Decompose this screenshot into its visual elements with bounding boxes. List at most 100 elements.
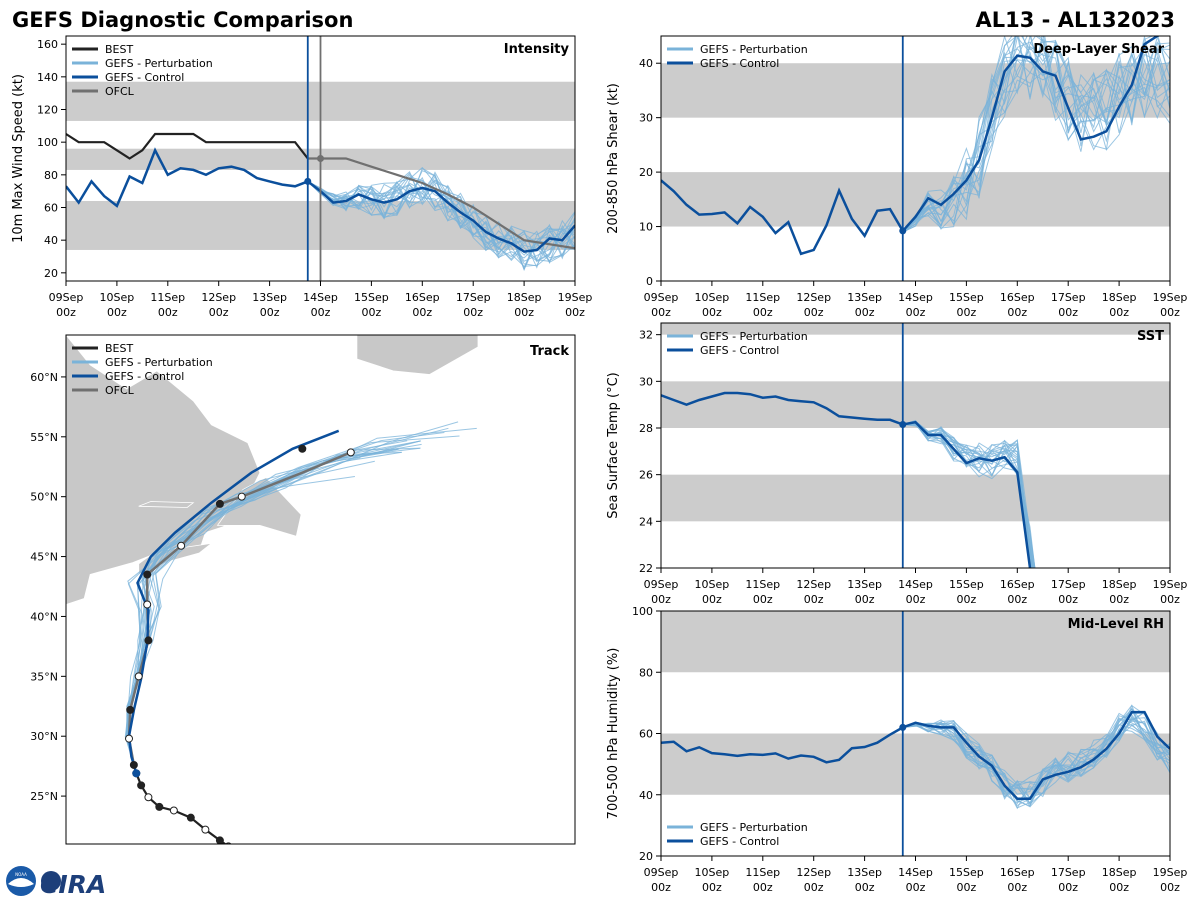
best-track-marker xyxy=(144,793,153,802)
legend-best-label: BEST xyxy=(105,342,133,355)
x-tick-label-hour: 00z xyxy=(753,593,773,606)
ofcl-track-marker xyxy=(143,570,152,579)
shear-panel: 09Sep 00z 10Sep 00z 11Sep 00z 12Sep 00z 13Sep 00z… xyxy=(606,35,1187,319)
shear-plot-area xyxy=(661,36,1170,256)
ofcl-track-marker xyxy=(215,499,224,508)
y-tick-label: 60 xyxy=(44,202,58,215)
x-tick-label-day: 16Sep xyxy=(1000,866,1035,879)
x-tick-label-hour: 00z xyxy=(804,306,824,319)
x-tick-label-day: 17Sep xyxy=(1051,291,1086,304)
y-tick-label: 100 xyxy=(37,136,58,149)
lat-tick-label: 45°N xyxy=(30,551,58,564)
axes-frame xyxy=(65,35,576,282)
control-init-point xyxy=(899,723,907,731)
x-tick-label-day: 18Sep xyxy=(1102,578,1137,591)
x-tick-label-hour: 00z xyxy=(412,306,432,319)
land-mass xyxy=(356,335,479,375)
x-tick-label-day: 11Sep xyxy=(745,866,780,879)
legend-ofcl-label: OFCL xyxy=(105,85,135,98)
best-track-line xyxy=(66,132,309,160)
x-tick-label-hour: 00z xyxy=(260,306,280,319)
x-tick-label-day: 09Sep xyxy=(644,291,679,304)
y-tick-label: 24 xyxy=(639,515,653,528)
ofcl-track-line xyxy=(127,451,352,766)
noaa-text: NOAA xyxy=(15,872,27,877)
perturbation-member-line xyxy=(902,419,1034,568)
x-tick-label-day: 14Sep xyxy=(898,578,933,591)
x-tick-label-day: 11Sep xyxy=(745,578,780,591)
threshold-band xyxy=(661,733,1170,795)
ofcl-track-marker xyxy=(126,705,135,714)
x-tick-label-day: 11Sep xyxy=(150,291,185,304)
best-track-marker xyxy=(129,760,138,769)
control-line xyxy=(661,36,1161,256)
y-tick-label: 0 xyxy=(646,275,653,288)
legend-ofcl-label: OFCL xyxy=(105,384,135,397)
y-tick-label: 20 xyxy=(44,267,58,280)
x-tick-label-day: 17Sep xyxy=(1051,578,1086,591)
land-mass xyxy=(138,501,195,508)
axes-frame xyxy=(660,322,1171,569)
x-tick-label-hour: 00z xyxy=(753,881,773,894)
best-track-marker xyxy=(186,813,195,822)
x-tick-label-day: 12Sep xyxy=(796,866,831,879)
x-tick-label-day: 14Sep xyxy=(303,291,338,304)
perturbation-track xyxy=(126,451,402,766)
ofcl-track-marker xyxy=(144,636,153,645)
x-tick-label-hour: 00z xyxy=(702,881,722,894)
y-tick-label: 80 xyxy=(639,666,653,679)
x-tick-label-day: 12Sep xyxy=(796,291,831,304)
y-tick-label: 80 xyxy=(44,169,58,182)
x-tick-label-hour: 00z xyxy=(855,881,875,894)
y-tick-label: 10 xyxy=(639,221,653,234)
y-tick-label: 40 xyxy=(44,234,58,247)
perturbation-member-line xyxy=(902,707,1170,795)
x-tick-label-hour: 00z xyxy=(1007,881,1027,894)
legend-perturbation-label: GEFS - Perturbation xyxy=(105,57,213,70)
perturbation-member-line xyxy=(307,176,575,261)
y-axis-label: 10m Max Wind Speed (kt) xyxy=(11,74,26,243)
legend-perturbation-label: GEFS - Perturbation xyxy=(700,43,808,56)
x-tick-label-hour: 00z xyxy=(1160,881,1180,894)
x-tick-label-day: 15Sep xyxy=(949,866,984,879)
x-tick-label-hour: 00z xyxy=(957,593,977,606)
cira-globe-icon xyxy=(41,871,61,891)
lat-tick-label: 35°N xyxy=(30,670,58,683)
ofcl-line xyxy=(307,157,575,250)
x-tick-label-day: 10Sep xyxy=(100,291,135,304)
panel-title: Intensity xyxy=(504,42,570,57)
x-tick-label-hour: 00z xyxy=(651,306,671,319)
x-tick-label-hour: 00z xyxy=(906,306,926,319)
x-tick-label-day: 19Sep xyxy=(1153,866,1188,879)
noaa-bird-icon xyxy=(8,878,34,887)
perturbation-member-line xyxy=(902,424,1033,568)
x-tick-label-day: 13Sep xyxy=(847,291,882,304)
legend-control-label: GEFS - Control xyxy=(105,71,184,84)
x-tick-label-day: 19Sep xyxy=(558,291,593,304)
y-tick-label: 32 xyxy=(639,329,653,342)
threshold-band xyxy=(661,323,1170,335)
x-tick-label-hour: 00z xyxy=(1109,881,1129,894)
control-line xyxy=(661,391,1032,568)
y-tick-label: 30 xyxy=(639,112,653,125)
y-axis-label: 700-500 hPa Humidity (%) xyxy=(606,648,621,820)
x-tick-label-day: 14Sep xyxy=(898,291,933,304)
legend-control-label: GEFS - Control xyxy=(700,344,779,357)
x-tick-label-day: 16Sep xyxy=(1000,291,1035,304)
threshold-band xyxy=(661,611,1170,673)
control-init-point xyxy=(899,421,907,428)
x-tick-label-day: 17Sep xyxy=(456,291,491,304)
x-tick-label-day: 13Sep xyxy=(252,291,287,304)
x-tick-label-hour: 00z xyxy=(158,306,178,319)
y-axis-label: Sea Surface Temp (°C) xyxy=(606,372,621,519)
x-tick-label-day: 11Sep xyxy=(745,291,780,304)
x-tick-label-hour: 00z xyxy=(107,306,127,319)
ofcl-track-marker xyxy=(134,672,143,681)
lat-tick-label: 55°N xyxy=(30,431,58,444)
panel-title: SST xyxy=(1137,329,1164,344)
ofcl-track-marker xyxy=(125,734,134,743)
control-init-point xyxy=(132,769,141,778)
x-tick-label-day: 17Sep xyxy=(1051,866,1086,879)
x-tick-label-day: 15Sep xyxy=(949,578,984,591)
legend-control-label: GEFS - Control xyxy=(700,57,779,70)
